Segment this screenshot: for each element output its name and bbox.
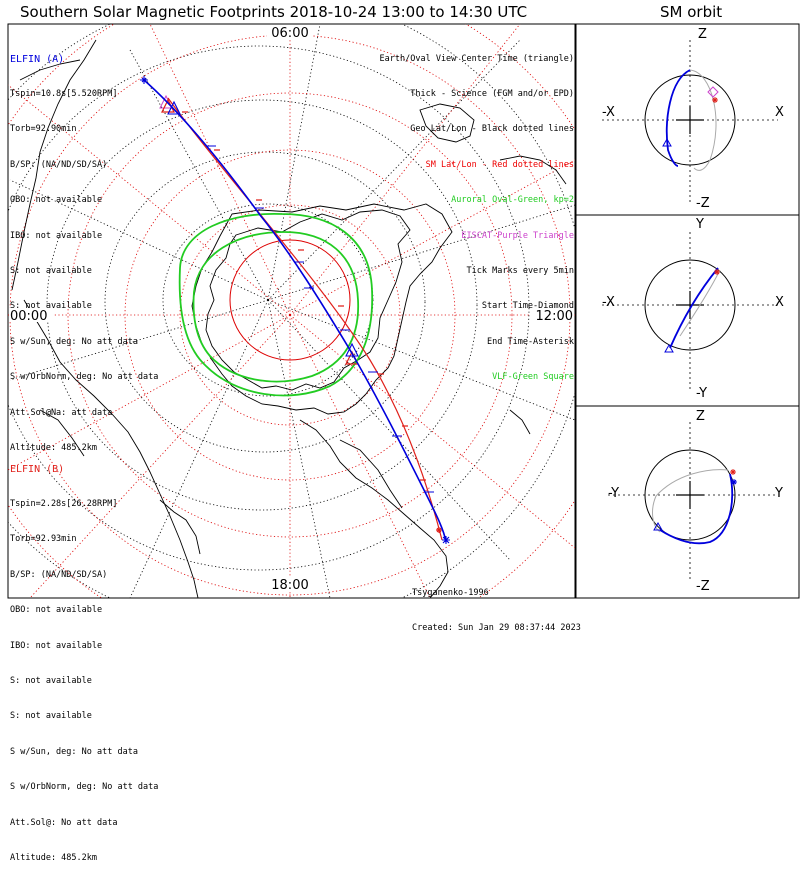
clock-label-12: 12:00 xyxy=(536,309,573,324)
legend-entry: Thick - Science (FGM and/or EPD) xyxy=(410,88,574,99)
credits: Tsyganenko-1996 Created: Sun Jan 29 08:3… xyxy=(412,564,581,647)
legend-entry: Tick Marks every 5min xyxy=(466,265,574,276)
legend-entry: VLF-Green Square xyxy=(492,372,574,383)
elfin-b-line: Altitude: 485.2km xyxy=(10,852,97,863)
orbit-xy-right: X xyxy=(775,295,784,310)
elfin-a-line: Tspin=10.8s[5.520RPM] xyxy=(10,88,118,99)
orbit-panel-xz: Z -Z -X X xyxy=(602,27,784,211)
legend-entry: SM Lat/Lon - Red dotted lines xyxy=(425,159,574,170)
sm-pole-circle xyxy=(229,239,351,361)
legend-entry: Start Time-Diamond xyxy=(481,301,574,312)
geo-grid xyxy=(8,24,575,598)
map-frame xyxy=(7,23,576,599)
auroral-oval xyxy=(178,213,374,397)
elfin-b-line: Tspin=2.28s[26.28RPM] xyxy=(10,498,118,509)
orbit-yz-right: Y xyxy=(774,486,783,501)
orbit-yz-top: Z xyxy=(696,409,705,424)
coastlines xyxy=(11,39,567,598)
elfin-b-line: S w/Sun, deg: No att data xyxy=(10,746,138,757)
footprint-figure: 06:00 00:00 12:00 18:00 Z -Z -X X Y xyxy=(7,23,800,599)
orbit-xz-top: Z xyxy=(698,27,707,42)
elfin-a-line: OBO: not available xyxy=(10,195,103,206)
elfin-b-line: S: not available xyxy=(10,711,92,722)
elfin-a-line: Att.Sol@Na: att data xyxy=(10,407,113,418)
model-label: Tsyganenko-1996 xyxy=(412,587,489,598)
elfin-a-line: IBO: not available xyxy=(10,230,103,241)
elfin-b-line: Att.Sol@: No att data xyxy=(10,817,118,828)
polar-map: 06:00 00:00 12:00 18:00 xyxy=(8,24,575,598)
orbit-xz-bottom: -Z xyxy=(696,196,710,211)
legend-entry: EISCAT-Purple Triangle xyxy=(461,230,574,241)
elfin-a-line: B/SP: (NA/ND/SD/SA) xyxy=(10,159,108,170)
legend-entry: Geo Lat/Lon - Black dotted lines xyxy=(410,124,574,135)
orbit-xy-left: -X xyxy=(602,295,615,310)
figure-title: Southern Solar Magnetic Footprints 2018-… xyxy=(20,3,528,21)
orbit-frame xyxy=(575,23,800,599)
legend: Earth/Oval View Center Time (triangle) T… xyxy=(380,30,574,396)
created-timestamp: Created: Sun Jan 29 08:37:44 2023 xyxy=(412,622,581,633)
elfin-b-line: IBO: not available xyxy=(10,640,103,651)
elfin-b-line: S w/OrbNorm, deg: No att data xyxy=(10,782,159,793)
clock-label-06: 06:00 xyxy=(271,26,308,41)
elfin-a-track xyxy=(140,76,450,544)
elfin-b-name: ELFIN (B) xyxy=(10,463,65,475)
elfin-b-line: OBO: not available xyxy=(10,605,103,616)
orbit-xy-bottom: -Y xyxy=(696,386,707,401)
elfin-b-line: Torb=92.93min xyxy=(10,534,77,545)
elfin-a-info: ELFIN (A) Tspin=10.8s[5.520RPM] Torb=92.… xyxy=(10,30,158,466)
orbit-title: SM orbit xyxy=(660,3,723,21)
orbit-yz-bottom: -Z xyxy=(696,579,710,594)
elfin-b-info: ELFIN (B) Tspin=2.28s[26.28RPM] Torb=92.… xyxy=(10,440,158,876)
legend-entry: Earth/Oval View Center Time (triangle) xyxy=(379,53,574,64)
elfin-a-line: S w/OrbNorm, deg: No att data xyxy=(10,372,159,383)
orbit-panel-xy: Y -Y -X X xyxy=(602,217,784,401)
elfin-b-line: B/SP: (NA/ND/SD/SA) xyxy=(10,569,108,580)
clock-label-18: 18:00 xyxy=(271,578,308,593)
elfin-b-line: S: not available xyxy=(10,675,92,686)
orbit-xz-left: -X xyxy=(602,105,615,120)
elfin-a-line: Torb=92.90min xyxy=(10,124,77,135)
elfin-a-line: Altitude: 485.2km xyxy=(10,442,97,453)
elfin-a-line: S: not available xyxy=(10,301,92,312)
orbit-yz-left: -Y xyxy=(608,486,619,501)
orbit-xy-top: Y xyxy=(695,217,704,232)
elfin-a-line: S: not available xyxy=(10,265,92,276)
elfin-a-name: ELFIN (A) xyxy=(10,53,65,65)
clock-label-00: 00:00 xyxy=(10,309,47,324)
legend-entry: End Time-Asterisk xyxy=(487,336,574,347)
orbit-panel-yz: Z -Z -Y Y xyxy=(608,409,783,594)
elfin-a-line: S w/Sun, deg: No att data xyxy=(10,336,138,347)
orbit-xz-right: X xyxy=(775,105,784,120)
legend-entry: Auroral Oval-Green, kp=2 xyxy=(451,195,574,206)
